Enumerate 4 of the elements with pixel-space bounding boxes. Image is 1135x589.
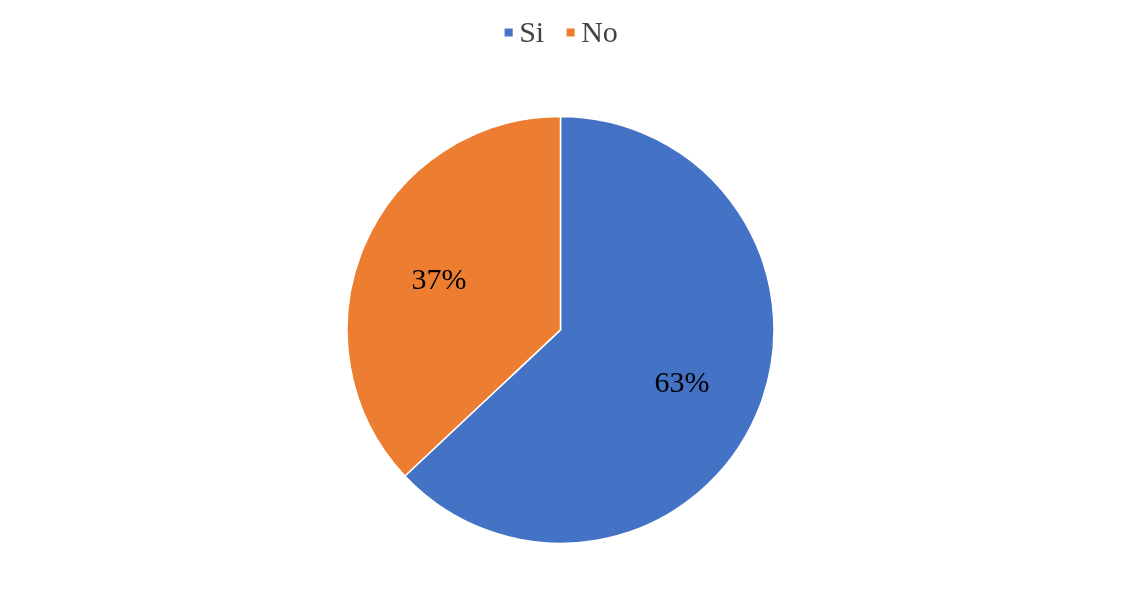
legend-label: No (581, 15, 618, 49)
legend-label: Si (519, 15, 545, 49)
data-label: 37% (411, 261, 467, 295)
data-label: 63% (654, 364, 710, 398)
